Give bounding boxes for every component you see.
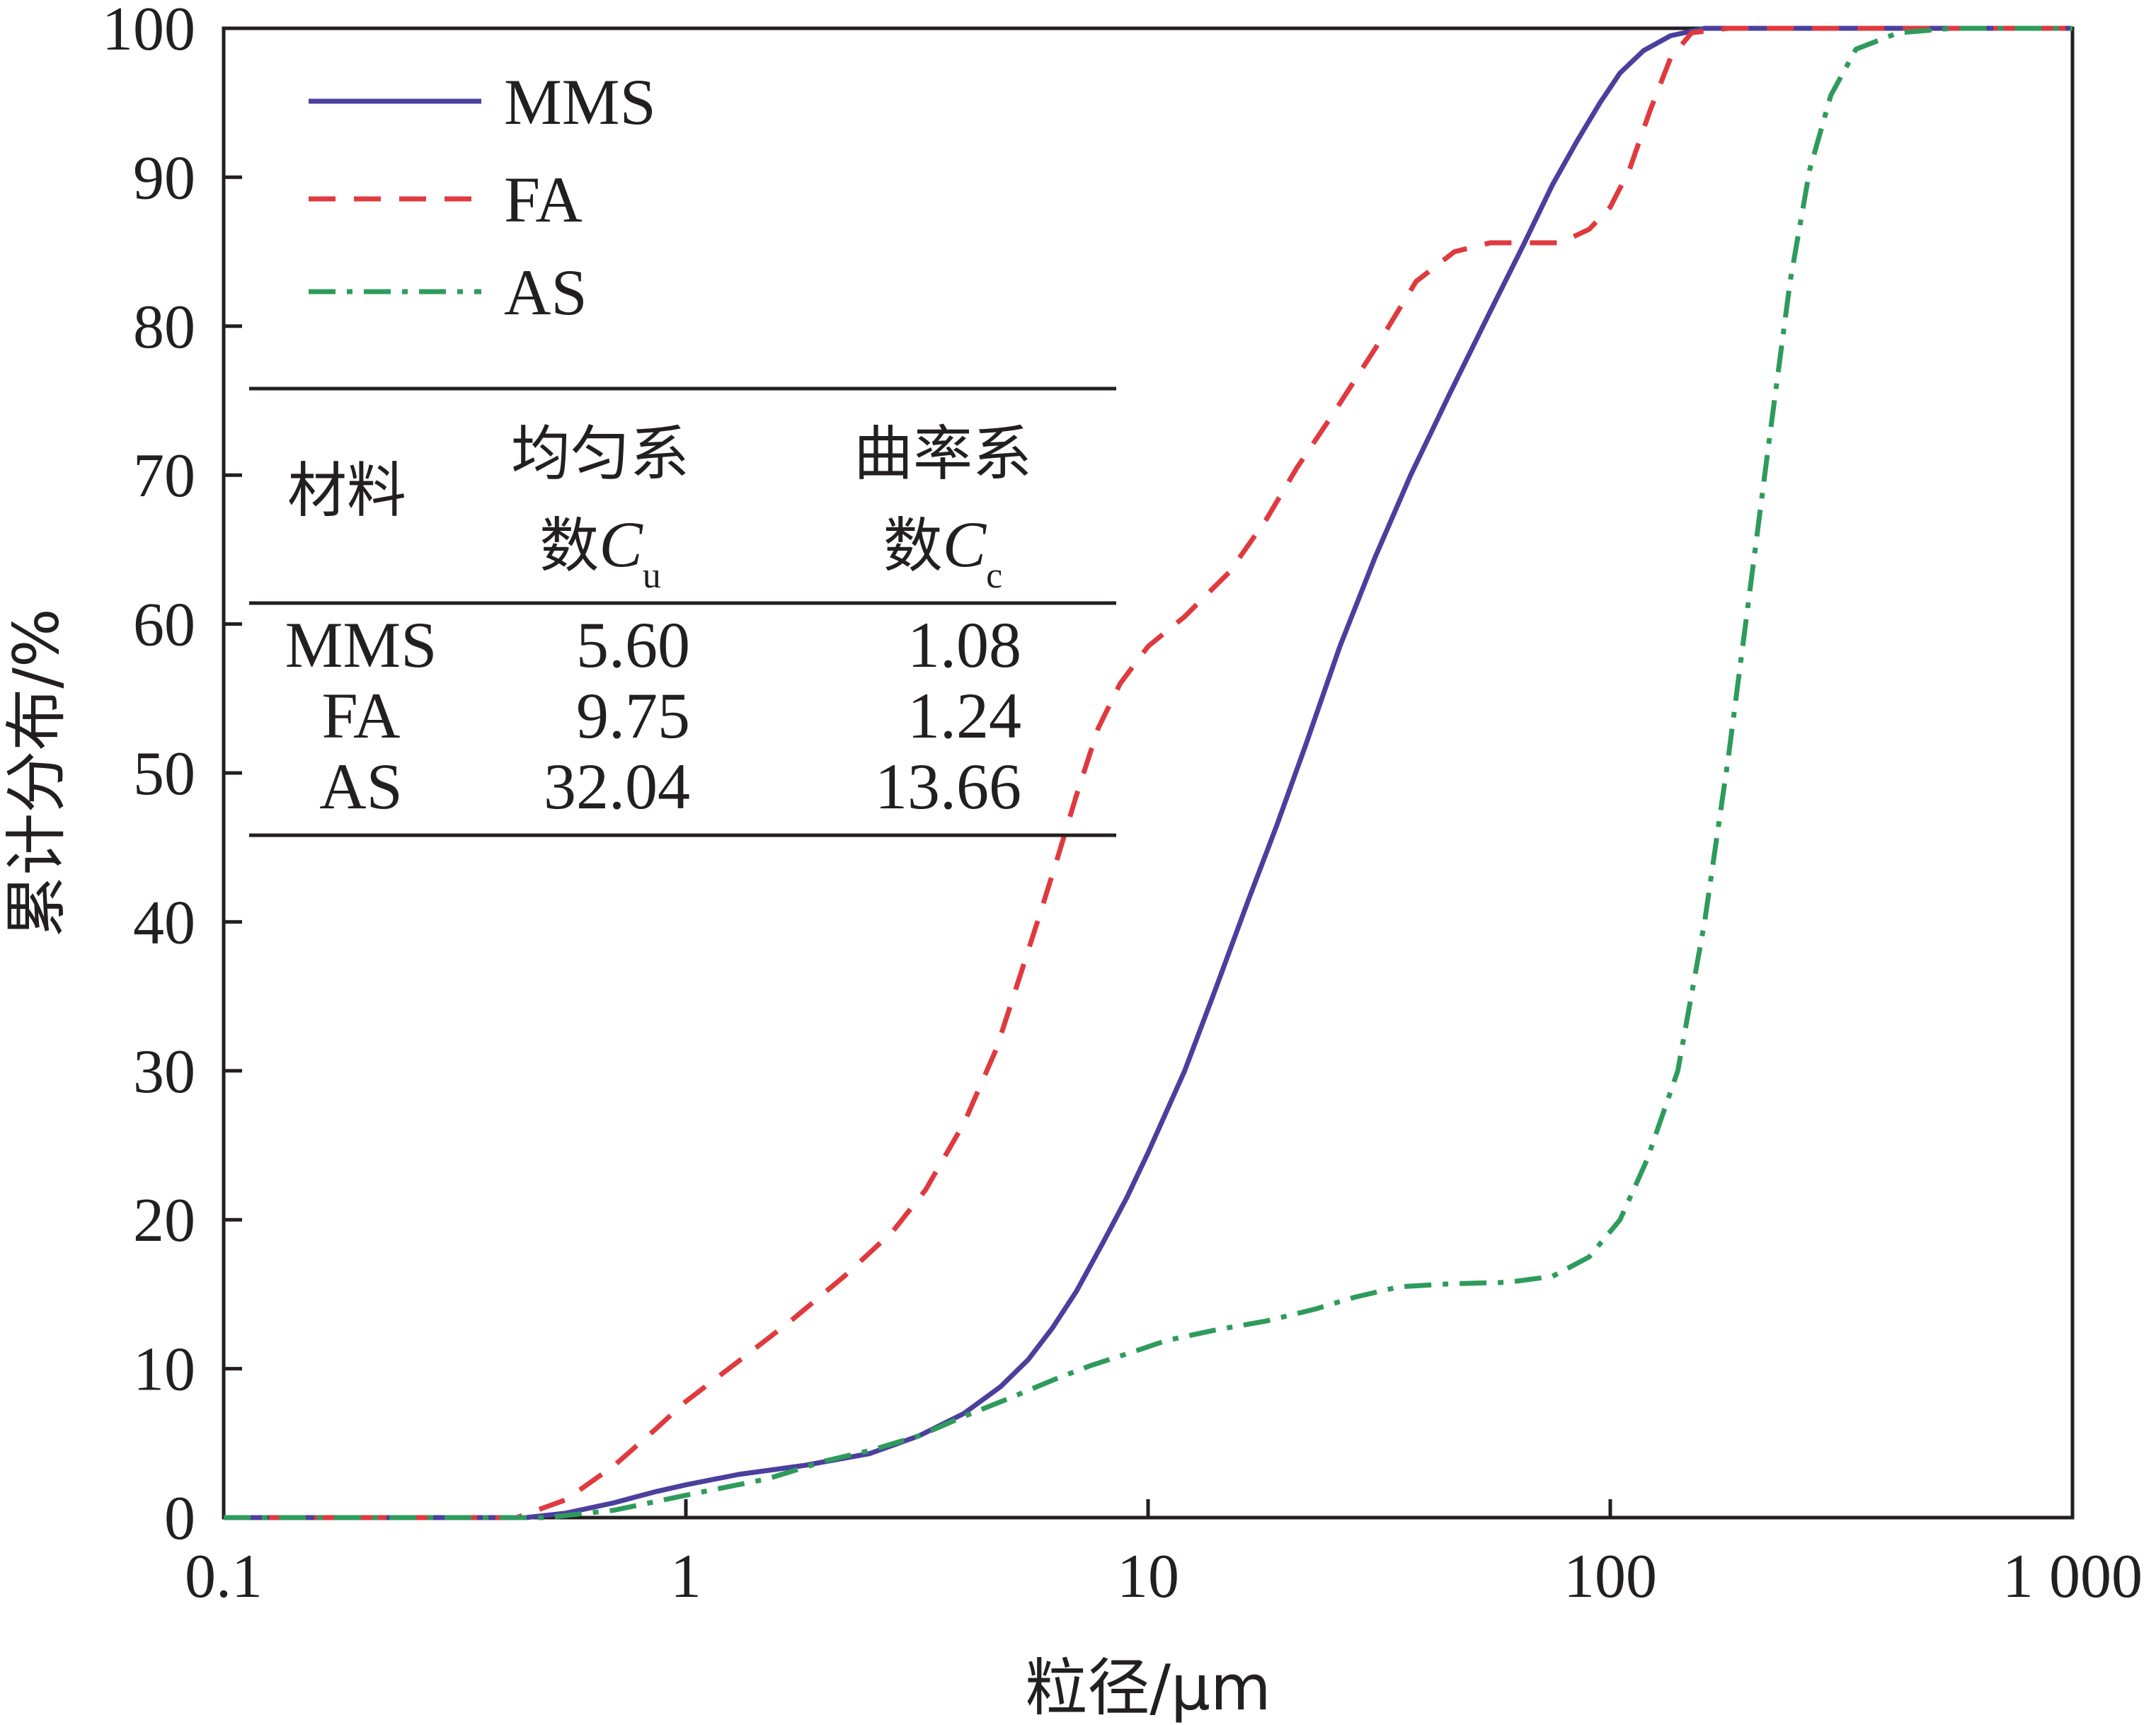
legend-label-as: AS: [504, 256, 587, 328]
x-tick-label: 1: [670, 1542, 701, 1611]
table-cell-material-fa: FA: [322, 680, 401, 752]
table-cell-cc-mms: 1.08: [907, 609, 1021, 681]
y-tick-label: 60: [133, 591, 195, 660]
table-header-cu-line2: 数Cu: [539, 508, 660, 596]
y-tick-label: 0: [164, 1484, 195, 1553]
y-axis-title: 累计分布/%: [0, 608, 73, 937]
table-cell-cu-as: 32.04: [544, 750, 690, 823]
legend-label-fa: FA: [504, 164, 583, 236]
y-tick-label: 50: [133, 740, 195, 808]
table-header-cc-line1: 曲率系: [854, 419, 1032, 488]
y-axis: 0 10 20 30 40 50 60 70 80 90 100: [102, 0, 242, 1553]
y-tick-label: 80: [133, 293, 195, 362]
table-header-cc-symbol: C: [943, 508, 987, 580]
x-axis: 0.1 1 10 100 1 000: [185, 1499, 2143, 1611]
y-tick-label: 90: [133, 144, 195, 212]
table-header-cc-line2: 数Cc: [883, 508, 1002, 596]
series-layer: [224, 25, 2072, 1520]
table-cell-material-as: AS: [319, 750, 403, 823]
table-cell-material-mms: MMS: [285, 609, 437, 681]
table-header-cu-prefix: 数: [539, 511, 599, 580]
table-header-material: 材料: [287, 456, 406, 525]
y-tick-label: 40: [133, 888, 195, 957]
x-tick-label: 1 000: [2002, 1542, 2143, 1611]
table-cell-cc-as: 13.66: [875, 750, 1021, 823]
y-tick-label: 70: [133, 442, 195, 510]
x-tick-label: 0.1: [185, 1542, 263, 1611]
table-header-cc-prefix: 数: [883, 511, 943, 580]
table-header-cu-line1: 均匀系: [511, 419, 689, 488]
y-tick-label: 30: [133, 1038, 195, 1106]
table-header-cu-subscript: u: [643, 556, 661, 596]
series-line-mms: [224, 25, 2072, 1520]
table-header-cu-symbol: C: [599, 508, 643, 580]
y-tick-label: 20: [133, 1186, 195, 1255]
y-tick-label: 100: [102, 0, 195, 64]
legend-label-mms: MMS: [504, 66, 656, 138]
series-line-as: [224, 25, 2072, 1520]
x-tick-label: 10: [1117, 1542, 1179, 1611]
inset-table: 材料 均匀系 数Cu 曲率系 数Cc MMS 5.60 1.08 FA 9.75…: [249, 386, 1116, 837]
table-cell-cu-mms: 5.60: [576, 609, 690, 681]
table-cell-cu-fa: 9.75: [576, 680, 690, 752]
y-tick-label: 10: [133, 1336, 195, 1404]
x-tick-label: 100: [1564, 1542, 1657, 1611]
x-axis-title: 粒径/μm: [1025, 1651, 1271, 1724]
table-header-cc-subscript: c: [986, 556, 1002, 596]
legend: MMS FA AS: [309, 66, 656, 328]
table-cell-cc-fa: 1.24: [907, 680, 1021, 752]
